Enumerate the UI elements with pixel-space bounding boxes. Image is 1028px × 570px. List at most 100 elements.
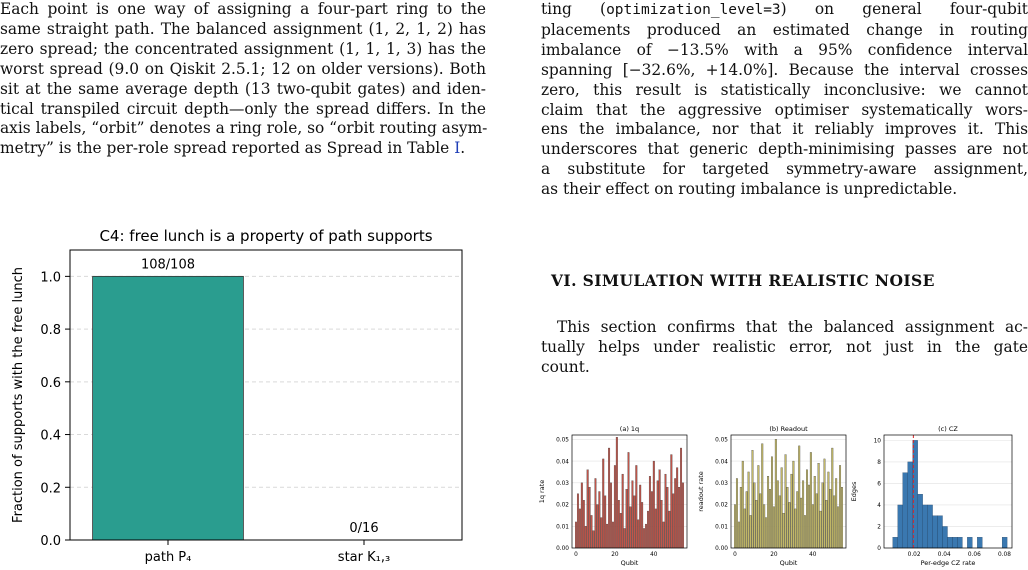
text-line: zero, this result is statistically incon… [541,80,1028,99]
x-axis-label: Qubit [621,559,639,567]
bar [617,500,620,549]
bar [778,495,781,549]
bar [829,489,832,549]
bar [790,473,793,549]
bar [641,502,644,549]
bar [650,491,653,549]
text-fragment: metry” is the per-role spread reported a… [0,139,455,158]
y-axis-label: readout rate [697,471,705,512]
text-line: This section confirms that the balanced … [557,318,1028,336]
y-tick-label: 0.02 [556,503,569,509]
bar [815,493,818,549]
y-tick-label: 1.0 [40,270,61,285]
code-inline: optimization_level=3 [606,2,781,18]
text-line: placements produced an estimated change … [541,20,1028,39]
bar [668,510,671,549]
y-tick-label: 0.6 [40,376,61,391]
bar [576,493,579,549]
x-tick-label: 0.08 [998,552,1011,558]
text-line: a substitute for targeted symmetry-aware… [541,160,1028,179]
table-reference-link[interactable]: I [454,139,461,158]
x-tick-label: 40 [809,552,817,558]
y-tick-label: 0.03 [556,481,569,487]
y-tick-label: 0.02 [715,503,728,509]
bar [743,508,746,549]
body-text-left: Each point is one way of assigning a fou… [0,0,487,159]
text-line: claim that the aggressive optimiser syst… [541,100,1028,119]
bar [660,500,663,549]
bar [1001,537,1008,549]
subplot-title: (a) 1q [620,425,639,433]
noise-rate-figure: 0.000.010.020.030.040.050 20 40(a) 1qQubit… [538,425,1013,567]
plot-frame [571,434,688,549]
bar [821,482,824,549]
bar [755,500,758,549]
bar [680,447,683,549]
y-tick-label: 4 [877,503,881,509]
text-fragment: ting ( [541,0,607,18]
bar [610,482,612,549]
bar [596,504,599,549]
bar [902,472,908,549]
bar [780,467,783,549]
text-line: count. [541,357,590,376]
bar [798,445,801,549]
bar [739,487,742,549]
bar [578,508,581,549]
bar [823,458,826,549]
bar [835,478,838,549]
text-line: zero spread; the concentrated assignment… [0,39,486,58]
bar [643,528,646,549]
y-tick-label: 0.04 [556,459,569,465]
bar [602,458,605,549]
bar [621,473,624,549]
y-axis-label: Edges [850,481,858,501]
bar [741,460,744,549]
bar [825,500,828,549]
bar [745,491,748,549]
x-tick-label: 20 [611,552,619,558]
text-line: same straight path. The balanced assignm… [0,19,486,38]
y-tick-label: 0.01 [715,524,728,530]
bar [952,537,958,549]
x-tick-label: 40 [650,552,658,558]
bar [922,504,928,549]
bar [592,530,595,549]
plot-frame [730,434,847,549]
bar [839,465,842,549]
bar [794,508,797,549]
bar [806,469,808,549]
text-line: Each point is one way of assigning a fou… [0,0,486,18]
bar [907,461,913,549]
bar [792,460,795,549]
bar [627,452,630,549]
bar [813,476,816,549]
bar [735,478,738,549]
bar [811,504,814,549]
bar [625,489,628,549]
bar [575,521,577,549]
bar [635,465,638,549]
bar [917,494,923,549]
bar [631,480,634,549]
bar [613,465,616,549]
bar [761,443,764,549]
bar [819,510,822,549]
bar [678,487,681,549]
bar [633,495,636,549]
bar [652,460,655,549]
bar [786,487,789,549]
bar [666,487,669,549]
text-line: spanning [−32.6%, +14.0%]. Because the i… [541,60,1028,79]
y-tick-label: 0.01 [556,524,569,530]
y-tick-label: 0.05 [715,438,728,444]
x-tick-label: 0.06 [968,552,981,558]
bar [763,504,766,549]
bar [734,504,736,549]
bar [841,487,843,549]
bar [776,480,779,549]
bar [637,519,640,549]
text-line: tually helps under realistic error, not … [541,337,1028,356]
y-tick-label: 2 [877,525,881,531]
bar [765,517,768,549]
